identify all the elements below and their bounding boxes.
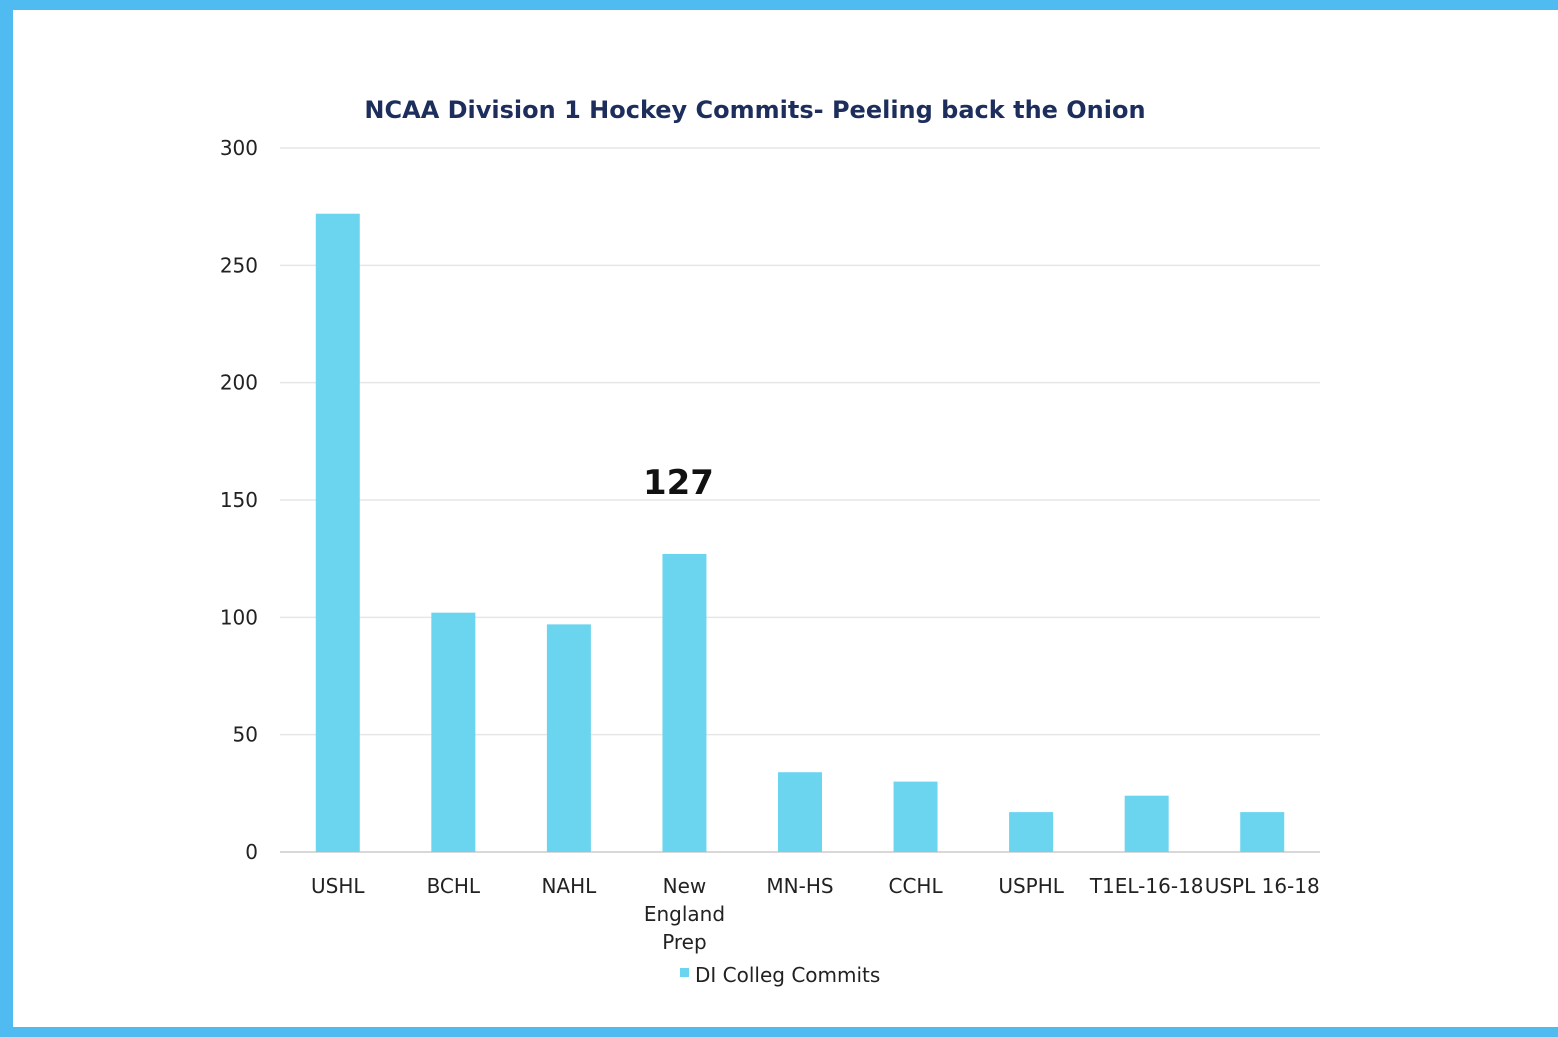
bar-uspl-16-18 <box>1240 812 1285 852</box>
x-tick-label: USPHL <box>998 874 1064 898</box>
x-tick-label: T1EL-16-18 <box>1089 874 1204 898</box>
bars <box>315 213 1285 852</box>
annotations: 127 <box>643 463 714 503</box>
bar-nahl <box>546 624 591 852</box>
bar-usphl <box>1009 812 1054 852</box>
bar-bchl <box>431 612 476 852</box>
bar-ushl <box>315 213 360 852</box>
data-label-annotation: 127 <box>643 463 714 503</box>
x-tick-label: CCHL <box>888 874 943 898</box>
bar-cchl <box>893 781 938 852</box>
y-tick-label: 200 <box>220 371 258 395</box>
y-tick-label: 300 <box>220 136 258 160</box>
bar-t1el-16-18 <box>1124 795 1169 852</box>
x-tick-label: NAHL <box>541 874 597 898</box>
y-tick-label: 250 <box>220 253 258 277</box>
y-tick-label: 50 <box>233 723 258 747</box>
bar-new-england-prep <box>662 553 707 852</box>
bar-mn-hs <box>778 772 822 852</box>
y-tick-label: 100 <box>220 605 258 629</box>
y-tick-label: 0 <box>245 840 258 864</box>
x-tick-label: USHL <box>311 874 365 898</box>
y-axis: 0 50 100 150 200 250 300 <box>220 136 258 864</box>
x-tick-label: USPL 16-18 <box>1205 874 1320 898</box>
x-tick-label: MN-HS <box>766 874 833 898</box>
legend-swatch <box>680 968 689 977</box>
legend: DI Colleg Commits <box>680 963 880 987</box>
x-tick-label: New England Prep <box>644 874 725 954</box>
y-tick-label: 150 <box>220 488 258 512</box>
chart-title: NCAA Division 1 Hockey Commits- Peeling … <box>364 96 1145 124</box>
legend-label: DI Colleg Commits <box>695 963 880 987</box>
x-axis: USHL BCHL NAHL New England Prep MN-HS CCHL USPHL… <box>311 874 1320 954</box>
x-tick-label: BCHL <box>427 874 481 898</box>
